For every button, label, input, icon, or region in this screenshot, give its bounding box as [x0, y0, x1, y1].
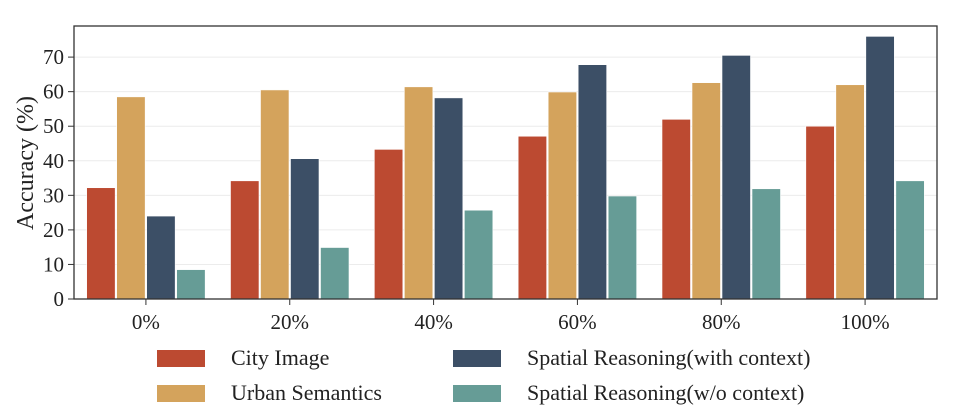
- legend-swatch: [453, 349, 501, 367]
- bar-urban-semantics-60pct: [547, 91, 577, 300]
- gridlines: [74, 56, 937, 265]
- bar-city-image-100pct: [805, 125, 835, 300]
- bar-spatial-reasoning-w-o-context--0pct: [176, 269, 206, 300]
- y-tick-label: 10: [43, 252, 64, 276]
- bar-spatial-reasoning-w-o-context--60pct: [607, 195, 637, 300]
- legend-item-spatial-with-context: Spatial Reasoning(with context): [453, 345, 811, 371]
- bar-spatial-reasoning-w-o-context--80pct: [751, 188, 781, 300]
- legend-label: Spatial Reasoning(with context): [527, 345, 811, 370]
- legend-label: Spatial Reasoning(w/o context): [527, 380, 805, 405]
- bar-urban-semantics-20pct: [260, 89, 290, 300]
- bar-chart: 0 10 20 30 40 50 60 70 0% 20% 40% 60% 80% 100% Accur…: [13, 25, 938, 334]
- bar-city-image-0pct: [86, 187, 116, 300]
- legend-item-urban-semantics: Urban Semantics: [157, 380, 382, 406]
- bar-city-image-20pct: [230, 180, 260, 300]
- bars: [86, 36, 925, 300]
- bar-urban-semantics-100pct: [835, 84, 865, 300]
- y-axis-ticks: 0 10 20 30 40 50 60 70: [43, 45, 74, 311]
- legend-label: City Image: [231, 345, 330, 370]
- y-tick-label: 50: [43, 114, 64, 138]
- y-tick-label: 0: [54, 287, 65, 311]
- y-tick-label: 30: [43, 183, 64, 207]
- bar-urban-semantics-0pct: [116, 96, 146, 300]
- bar-city-image-40pct: [374, 149, 404, 300]
- bar-spatial-reasoning-w-o-context--100pct: [895, 180, 925, 300]
- bar-spatial-reasoning-w-o-context--20pct: [320, 247, 350, 300]
- legend-item-city-image: City Image: [157, 345, 329, 371]
- legend-label: Urban Semantics: [231, 380, 382, 405]
- y-tick-label: 60: [43, 80, 64, 104]
- y-tick-label: 70: [43, 45, 64, 69]
- x-tick-label: 0%: [132, 310, 160, 334]
- bar-city-image-60pct: [517, 135, 547, 300]
- bar-spatial-reasoning-with-context--20pct: [290, 158, 320, 300]
- x-tick-label: 20%: [271, 310, 310, 334]
- bar-urban-semantics-80pct: [691, 82, 721, 300]
- plot-frame: [73, 25, 938, 300]
- x-tick-label: 80%: [702, 310, 741, 334]
- bar-spatial-reasoning-with-context--40pct: [434, 97, 464, 300]
- legend-item-spatial-wo-context: Spatial Reasoning(w/o context): [453, 380, 804, 406]
- bar-spatial-reasoning-with-context--60pct: [577, 64, 607, 300]
- legend-swatch: [453, 384, 501, 402]
- bar-spatial-reasoning-with-context--100pct: [865, 36, 895, 300]
- legend: City Image Urban Semantics Spatial Reaso…: [157, 345, 877, 415]
- legend-swatch: [157, 384, 205, 402]
- x-tick-label: 100%: [841, 310, 890, 334]
- y-axis-label: Accuracy (%): [13, 96, 39, 230]
- x-tick-label: 40%: [414, 310, 453, 334]
- bar-spatial-reasoning-w-o-context--40pct: [464, 209, 494, 300]
- bar-spatial-reasoning-with-context--0pct: [146, 215, 176, 300]
- x-tick-label: 60%: [558, 310, 597, 334]
- bar-city-image-80pct: [661, 119, 691, 300]
- x-axis-ticks: 0% 20% 40% 60% 80% 100%: [132, 299, 890, 334]
- y-tick-label: 20: [43, 218, 64, 242]
- y-tick-label: 40: [43, 149, 64, 173]
- legend-swatch: [157, 349, 205, 367]
- bar-spatial-reasoning-with-context--80pct: [721, 55, 751, 300]
- bar-urban-semantics-40pct: [404, 86, 434, 300]
